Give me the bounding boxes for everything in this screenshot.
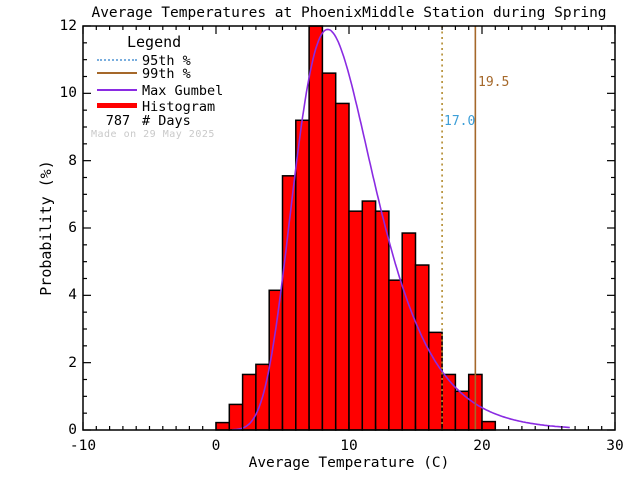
x-tick-label: 0: [211, 438, 221, 454]
histogram-bar: [441, 373, 457, 431]
histogram-bar: [321, 72, 337, 431]
histogram-bar: [481, 420, 497, 431]
histogram-bar: [308, 25, 324, 431]
legend-row-gumbel: Max Gumbel: [97, 84, 307, 100]
p95-line-swatch: [97, 59, 137, 61]
y-tick-label: 6: [68, 220, 77, 236]
histogram-bar: [374, 210, 390, 431]
legend-row-99th: 99th %: [97, 67, 307, 83]
gumbel-curve: [231, 28, 570, 431]
chart-title: Average Temperatures at PhoenixMiddle St…: [91, 5, 607, 21]
histogram-bar: [388, 279, 403, 431]
legend-label-gumbel: Max Gumbel: [142, 83, 224, 99]
legend-row-days: 787 # Days: [97, 114, 307, 130]
legend-row-histogram: Histogram: [97, 100, 307, 116]
y-tick-label: 0: [68, 422, 77, 438]
legend-label-99th: 99th %: [142, 66, 191, 82]
watermark: Made on 29 May 2025: [91, 129, 215, 140]
x-tick-label: 10: [340, 438, 358, 454]
legend-label-days: # Days: [142, 113, 191, 129]
x-tick-label: 30: [606, 438, 624, 454]
histogram-bar: [348, 210, 364, 431]
histogram-swatch: [97, 103, 137, 108]
legend-label-histogram: Histogram: [142, 99, 216, 115]
y-tick-label: 10: [59, 85, 77, 102]
legend-label-95th: 95th %: [142, 53, 191, 69]
histogram-bar: [361, 200, 377, 431]
histogram-bar: [295, 119, 310, 431]
y-tick-label: 4: [68, 287, 77, 304]
histogram-bar: [428, 331, 443, 431]
legend-row-95th: 95th %: [97, 54, 307, 70]
percentile-95-label: 17.0: [444, 114, 476, 129]
x-tick-label: 20: [473, 438, 491, 454]
histogram-bar: [241, 373, 257, 431]
p99-line-swatch: [97, 72, 137, 74]
n-days-value: 787: [105, 113, 131, 129]
histogram-bar: [401, 232, 417, 431]
histogram-bar: [334, 102, 350, 431]
gumbel-line-swatch: [97, 89, 137, 91]
y-tick-label: 8: [68, 152, 77, 169]
percentile-99-label: 19.5: [478, 75, 510, 90]
histogram-bar: [228, 403, 244, 431]
histogram-bar: [215, 421, 231, 431]
legend-title: Legend: [127, 33, 182, 51]
x-tick-label: -10: [69, 438, 97, 454]
y-tick-label: 2: [68, 354, 77, 371]
x-axis-label: Average Temperature (C): [248, 455, 450, 471]
histogram-bar: [281, 175, 297, 431]
y-tick-label: 12: [59, 18, 77, 34]
